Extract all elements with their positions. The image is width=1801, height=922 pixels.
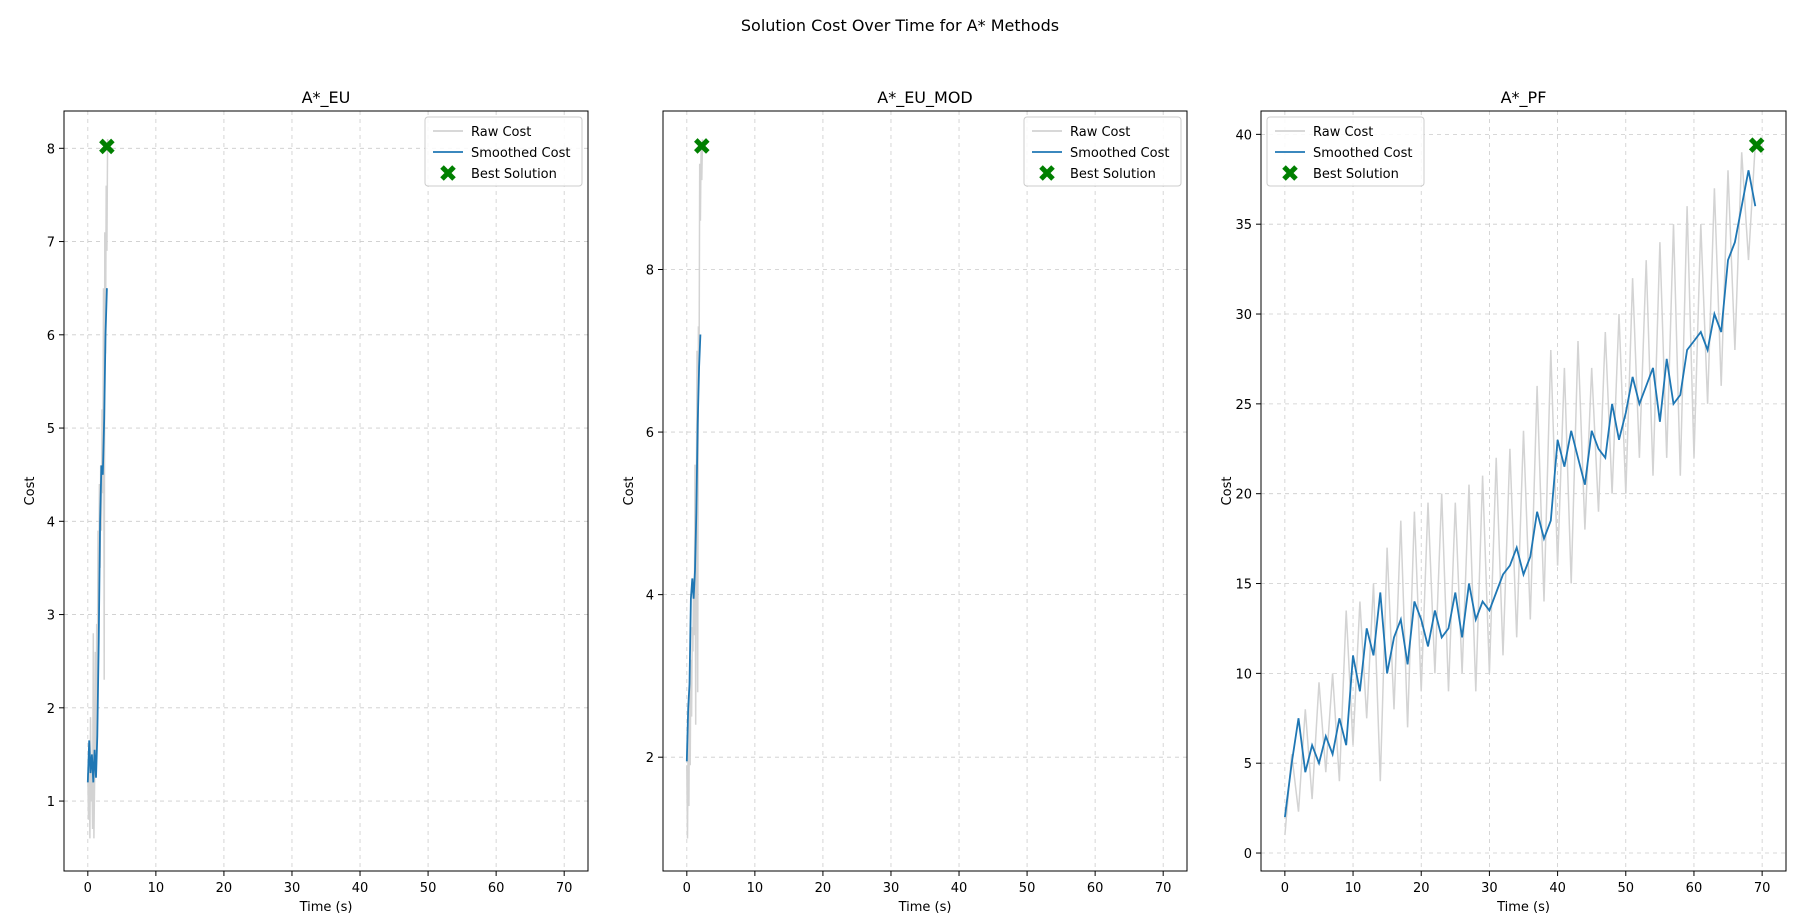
legend-raw-cost-label: Raw Cost: [1070, 125, 1130, 140]
legend-best-solution-swatch: [1282, 165, 1298, 181]
y-tick-label: 0: [1244, 847, 1252, 862]
legend-best-solution-label: Best Solution: [1313, 167, 1399, 182]
legend-best-solution-swatch: [440, 165, 456, 181]
x-tick-label: 10: [1345, 881, 1362, 896]
axes-frame: [1260, 110, 1787, 872]
x-tick-label: 50: [420, 881, 437, 896]
x-tick-label: 10: [148, 881, 165, 896]
x-axis-label: Time (s): [299, 900, 353, 915]
legend-best-solution-swatch: [1039, 165, 1055, 181]
y-tick-label: 35: [1235, 218, 1252, 233]
y-tick-label: 6: [646, 426, 654, 441]
panel-title: A*_EU_MOD: [877, 88, 972, 108]
x-axis-label: Time (s): [898, 900, 952, 915]
raw-cost-line: [686, 139, 704, 839]
x-tick-label: 20: [815, 881, 832, 896]
x-tick-label: 40: [352, 881, 369, 896]
x-tick-label: 60: [1087, 881, 1104, 896]
smoothed-cost-line: [86, 288, 108, 783]
panel-title: A*_EU: [302, 88, 351, 108]
y-tick-label: 30: [1235, 308, 1252, 323]
y-tick-label: 5: [1244, 757, 1252, 772]
subplot-3: 0 10 20 30 40 50 60 70 0 5 10 15 20 25 30 35 40 A*_PF Time…: [1220, 88, 1787, 915]
x-tick-label: 60: [1686, 881, 1703, 896]
x-tick-label: 40: [951, 881, 968, 896]
y-tick-label: 2: [646, 751, 654, 766]
y-tick-label: 4: [646, 589, 654, 604]
y-tick-label: 1: [47, 795, 55, 810]
y-tick-label: 40: [1235, 128, 1252, 143]
best-solution-marker: [694, 138, 710, 154]
legend: Raw Cost Smoothed Cost Best Solution: [1266, 116, 1425, 187]
x-tick-label: 20: [1413, 881, 1430, 896]
legend-smoothed-cost-label: Smoothed Cost: [1313, 146, 1412, 161]
legend-box: [424, 116, 583, 187]
legend: Raw Cost Smoothed Cost Best Solution: [424, 116, 583, 187]
y-tick-label: 2: [47, 702, 55, 717]
y-tick-label: 6: [47, 329, 55, 344]
y-tick-label: 25: [1235, 398, 1252, 413]
x-tick-label: 70: [1754, 881, 1771, 896]
best-solution-marker: [1748, 137, 1765, 153]
y-tick-label: 8: [47, 142, 55, 157]
x-tick-label: 0: [1281, 881, 1289, 896]
legend-raw-cost-label: Raw Cost: [1313, 125, 1373, 140]
legend-smoothed-cost-label: Smoothed Cost: [1070, 146, 1169, 161]
figure-title: Solution Cost Over Time for A* Methods: [741, 16, 1059, 35]
legend-best-solution-label: Best Solution: [1070, 167, 1156, 182]
x-tick-label: 30: [883, 881, 900, 896]
legend-box: [1023, 116, 1182, 187]
x-tick-label: 30: [1481, 881, 1498, 896]
y-tick-label: 5: [47, 422, 55, 437]
subplot-1: 0 10 20 30 40 50 60 70 1 2 3 4 5 6 7 8 A*_EU Time (s) Cost…: [23, 88, 589, 915]
y-tick-label: 7: [47, 236, 55, 251]
legend-smoothed-cost-label: Smoothed Cost: [471, 146, 570, 161]
x-tick-label: 30: [284, 881, 301, 896]
subplot-2: 0 10 20 30 40 50 60 70 2 4 6 8 A*_EU_MOD Time (s) Cost…: [622, 88, 1188, 915]
x-tick-label: 0: [84, 881, 92, 896]
axes-frame: [63, 110, 589, 872]
legend-box: [1266, 116, 1425, 187]
y-tick-label: 3: [47, 609, 55, 624]
x-tick-label: 0: [683, 881, 691, 896]
panel-title: A*_PF: [1501, 88, 1547, 108]
axes-frame: [662, 110, 1188, 872]
y-axis-label: Cost: [23, 477, 38, 506]
legend-best-solution-label: Best Solution: [471, 167, 557, 182]
legend-raw-cost-label: Raw Cost: [471, 125, 531, 140]
raw-cost-line: [87, 138, 109, 839]
x-tick-label: 60: [488, 881, 505, 896]
x-axis-label: Time (s): [1496, 900, 1550, 915]
best-solution-marker: [99, 138, 115, 155]
smoothed-cost-line: [1284, 170, 1757, 818]
x-tick-label: 20: [216, 881, 233, 896]
y-axis-label: Cost: [1220, 477, 1235, 506]
x-tick-label: 10: [747, 881, 764, 896]
y-tick-label: 10: [1235, 667, 1252, 682]
x-tick-label: 70: [556, 881, 573, 896]
x-tick-label: 70: [1155, 881, 1172, 896]
y-tick-label: 15: [1235, 578, 1252, 593]
smoothed-cost-line: [685, 334, 702, 762]
x-tick-label: 50: [1617, 881, 1634, 896]
y-tick-label: 20: [1235, 488, 1252, 503]
y-axis-label: Cost: [622, 477, 637, 506]
y-tick-label: 4: [47, 515, 55, 530]
y-tick-label: 8: [646, 264, 654, 279]
raw-cost-line: [1284, 143, 1757, 836]
legend: Raw Cost Smoothed Cost Best Solution: [1023, 116, 1182, 187]
x-tick-label: 40: [1549, 881, 1566, 896]
x-tick-label: 50: [1019, 881, 1036, 896]
